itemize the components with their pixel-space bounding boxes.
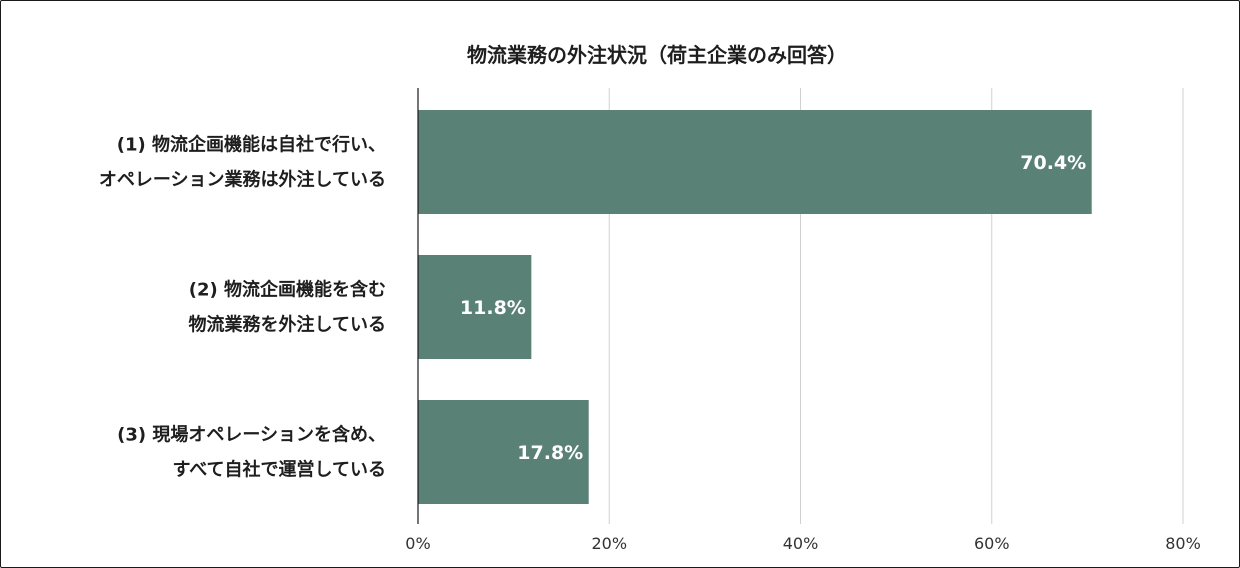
data-label: 70.4% (1020, 152, 1086, 174)
x-tick-label: 20% (591, 534, 627, 553)
bar (418, 255, 532, 359)
bars (418, 110, 1092, 504)
data-label: 11.8% (460, 297, 526, 319)
category-label: (2) 物流企画機能を含む (189, 279, 386, 301)
data-label: 17.8% (517, 442, 583, 464)
data-labels: 70.4% 11.8% 17.8% (460, 152, 1086, 464)
x-axis-ticks: 0% 20% 40% 60% 80% (405, 534, 1200, 553)
x-tick-label: 80% (1165, 534, 1201, 553)
bar (418, 400, 589, 504)
category-label: (3) 現場オペレーションを含め、 (117, 424, 386, 446)
category-label: (1) 物流企画機能は自社で行い、 (117, 134, 386, 156)
x-tick-label: 0% (405, 534, 430, 553)
category-label: すべて自社で運営している (173, 459, 386, 481)
bar (418, 110, 1092, 214)
x-tick-label: 60% (974, 534, 1010, 553)
category-label: オペレーション業務は外注している (99, 169, 386, 191)
category-labels: (1) 物流企画機能は自社で行い、オペレーション業務は外注している (2) 物流企… (99, 134, 386, 481)
chart-title: 物流業務の外注状況（荷主企業のみ回答） (467, 43, 847, 67)
x-tick-label: 40% (783, 534, 819, 553)
category-label: 物流業務を外注している (189, 314, 386, 336)
